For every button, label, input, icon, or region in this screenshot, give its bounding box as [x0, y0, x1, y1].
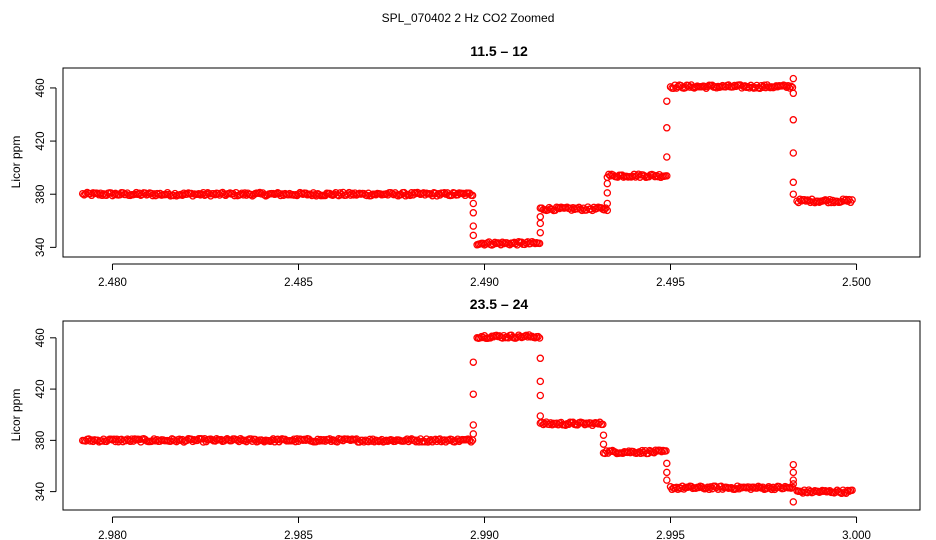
data-points-top: [78, 74, 856, 249]
data-point: [789, 74, 798, 83]
data-point: [663, 97, 671, 105]
y-tick-label-top: 340: [35, 238, 47, 257]
x-axis-bottom: 2.980 2.985 2.990 2.995 3.000: [98, 516, 871, 540]
data-point: [663, 468, 671, 477]
y-tick-label-top: 420: [35, 131, 47, 150]
x-tick-label-bottom: 2.990: [470, 530, 499, 540]
data-point: [599, 440, 608, 448]
data-point: [800, 196, 809, 204]
data-point: [663, 459, 671, 468]
data-point: [663, 153, 671, 161]
y-tick-label-top: 380: [35, 185, 47, 204]
data-point: [536, 377, 545, 386]
data-point: [785, 84, 794, 92]
data-point: [469, 421, 478, 429]
data-point: [594, 420, 603, 428]
data-point: [789, 468, 798, 477]
y-tick-label-top: 460: [35, 78, 47, 97]
data-point: [603, 206, 612, 215]
x-tick-label-top: 2.500: [842, 277, 871, 289]
plot-frame-bottom: [62, 320, 921, 511]
data-point: [468, 191, 477, 200]
y-tick-label-bottom: 420: [35, 379, 47, 398]
x-tick-label-top: 2.480: [98, 277, 127, 289]
y-tick-label-bottom: 340: [35, 482, 47, 501]
data-point: [657, 447, 666, 456]
y-axis-top: 340 380 420 460: [35, 78, 57, 257]
data-point: [603, 199, 612, 208]
y-axis-label-top: Licor ppm: [9, 136, 23, 189]
data-point: [789, 89, 798, 98]
data-point: [536, 412, 545, 420]
data-point: [767, 485, 776, 494]
data-point: [465, 436, 474, 445]
data-point: [603, 189, 612, 197]
data-point: [789, 116, 798, 124]
plot-frame-top: [62, 67, 921, 258]
x-tick-label-top: 2.495: [656, 277, 685, 289]
data-point: [469, 430, 478, 438]
data-point: [536, 219, 545, 228]
data-point: [536, 213, 545, 221]
panel-title-top: 11.5 – 12: [470, 43, 528, 59]
data-point: [536, 391, 545, 400]
data-point: [788, 483, 797, 492]
data-point: [534, 332, 542, 341]
data-point: [848, 196, 856, 204]
data-point: [789, 149, 798, 157]
x-tick-label-bottom: 3.000: [842, 530, 871, 540]
y-tick-label-bottom: 460: [35, 328, 47, 347]
data-point: [787, 82, 795, 91]
x-tick-label-top: 2.490: [470, 277, 499, 289]
data-point: [535, 239, 544, 248]
panel-bottom: 23.5 – 24 Licor ppm 2.980 2.985 2.990 2.995…: [9, 296, 921, 540]
data-point: [789, 476, 798, 484]
x-tick-label-bottom: 2.980: [98, 530, 127, 540]
data-point: [789, 498, 798, 506]
y-axis-bottom: 340 380 420 460: [35, 328, 57, 501]
y-tick-label-bottom: 380: [35, 431, 47, 450]
data-point: [789, 178, 798, 187]
data-point: [469, 231, 478, 240]
data-point: [663, 476, 671, 484]
data-point: [599, 431, 608, 439]
data-point: [469, 209, 478, 217]
data-point: [600, 206, 609, 214]
data-point: [662, 447, 670, 455]
data-point: [663, 172, 671, 180]
panel-top: 11.5 – 12 Licor ppm 2.480 2.485 2.490 2.495…: [9, 43, 921, 289]
data-point: [599, 420, 607, 429]
data-point: [535, 334, 544, 342]
data-point: [469, 222, 478, 230]
data-point: [789, 480, 798, 488]
data-point: [469, 390, 478, 398]
data-point: [789, 460, 798, 469]
data-point: [469, 199, 478, 208]
data-points-bottom: [78, 331, 856, 506]
x-tick-label-bottom: 2.995: [656, 530, 685, 540]
data-point: [848, 486, 856, 494]
panel-title-bottom: 23.5 – 24: [470, 296, 529, 312]
data-point: [536, 228, 545, 237]
data-point: [789, 190, 798, 198]
data-point: [663, 124, 671, 132]
data-point: [536, 354, 545, 363]
figure-title: SPL_070402 2 Hz CO2 Zoomed: [382, 11, 555, 25]
y-axis-label-bottom: Licor ppm: [9, 389, 23, 442]
x-axis-top: 2.480 2.485 2.490 2.495 2.500: [98, 263, 871, 289]
data-point: [603, 179, 612, 188]
data-point: [360, 438, 368, 446]
data-point: [469, 358, 478, 366]
x-tick-label-top: 2.485: [284, 277, 313, 289]
data-point: [467, 438, 475, 446]
data-point: [492, 331, 501, 340]
x-tick-label-bottom: 2.985: [284, 530, 313, 540]
